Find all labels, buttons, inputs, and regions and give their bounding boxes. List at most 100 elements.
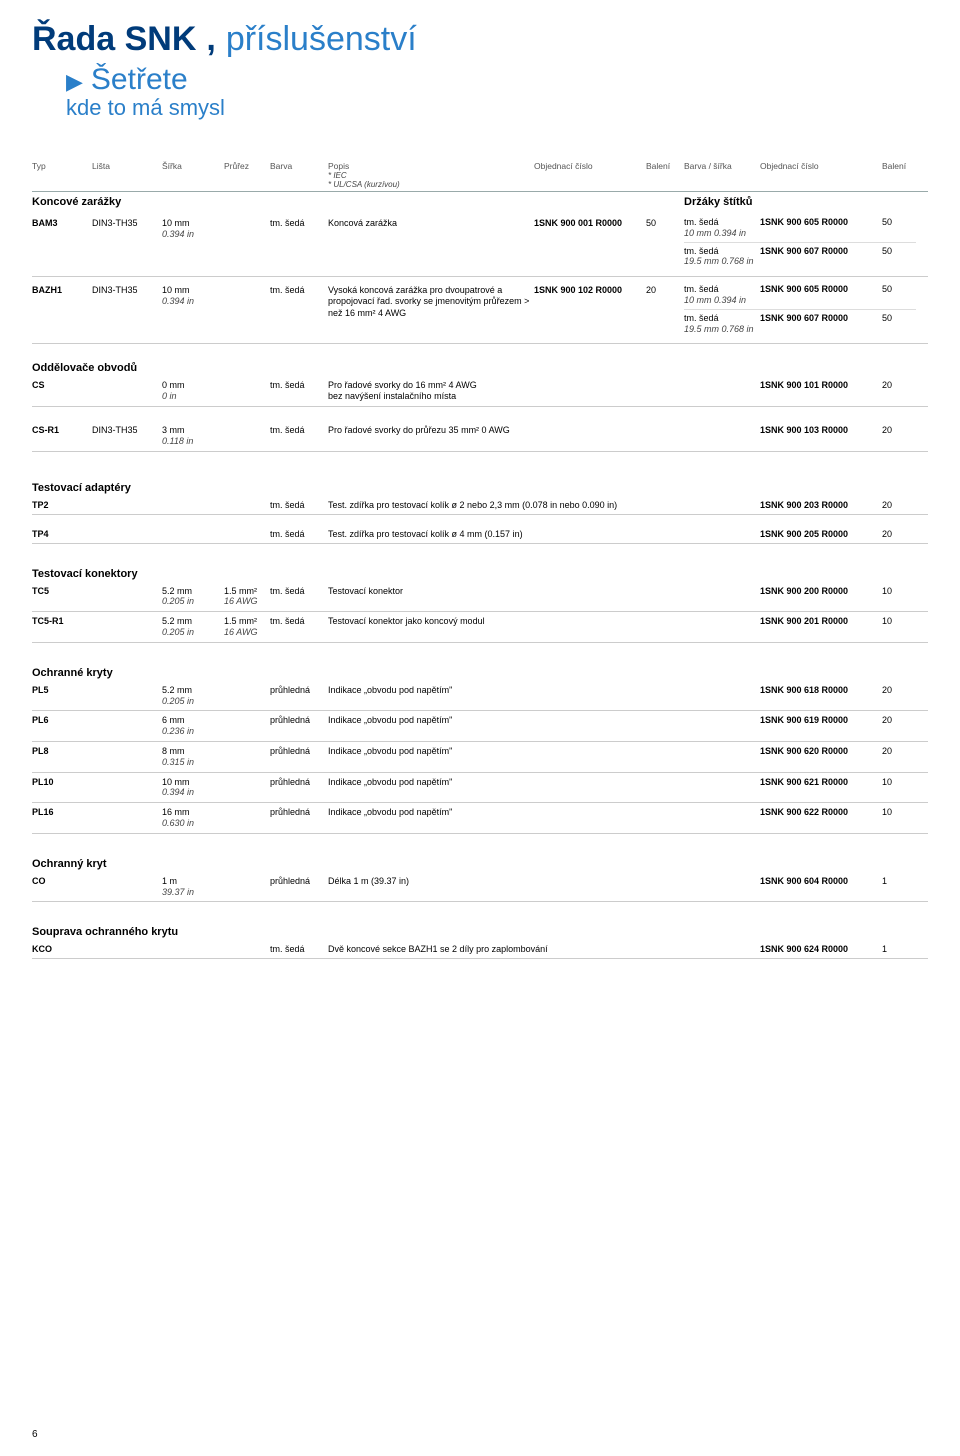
table-row: CS-R1 DIN3-TH35 3 mm 0.118 in tm. šedá P… bbox=[32, 421, 928, 452]
r-bw: tm. šedá 19.5 mm 0.768 in bbox=[684, 246, 756, 268]
cell-desc: Indikace „obvodu pod napětím" bbox=[328, 773, 756, 803]
cell-color: průhledná bbox=[270, 773, 324, 803]
cell-order: 1SNK 900 620 R0000 bbox=[760, 742, 878, 772]
desc-2: bez navýšení instalačního místa bbox=[328, 391, 642, 402]
cell-color: tm. šedá bbox=[270, 940, 324, 958]
cell-color: průhledná bbox=[270, 803, 324, 833]
cell-rail: DIN3-TH35 bbox=[92, 421, 158, 451]
cell-order: 1SNK 900 101 R0000 bbox=[760, 376, 878, 406]
title-strong: Řada SNK bbox=[32, 20, 196, 59]
cell-color: průhledná bbox=[270, 742, 324, 772]
cell-order: 1SNK 900 200 R0000 bbox=[760, 582, 878, 612]
cell-color: průhledná bbox=[270, 872, 324, 902]
triangle-icon: ▶ bbox=[66, 71, 83, 93]
col-typ: Typ bbox=[32, 161, 88, 171]
cell-qty: 20 bbox=[882, 525, 916, 543]
cell-color: tm. šedá bbox=[270, 281, 324, 337]
table-row: TC5-R1 5.2 mm0.205 in 1.5 mm²16 AWG tm. … bbox=[32, 612, 928, 643]
cell-order: 1SNK 900 619 R0000 bbox=[760, 711, 878, 741]
cell-cs bbox=[224, 281, 266, 337]
cell-width: 8 mm0.315 in bbox=[162, 742, 220, 772]
cell-name: TC5-R1 bbox=[32, 612, 88, 642]
cell-color: tm. šedá bbox=[270, 525, 324, 543]
cell-desc: Indikace „obvodu pod napětím" bbox=[328, 742, 756, 772]
r-bw1: tm. šedá bbox=[684, 246, 756, 257]
subtitle-light: kde to má smysl bbox=[66, 95, 225, 121]
r-bw: tm. šedá 10 mm 0.394 in bbox=[684, 217, 756, 239]
title-light: příslušenství bbox=[226, 20, 417, 59]
cell-desc: Testovací konektor bbox=[328, 582, 756, 612]
cell-width: 10 mm 0.394 in bbox=[162, 214, 220, 270]
cell-color: tm. šedá bbox=[270, 214, 324, 270]
cell-cs bbox=[224, 214, 266, 270]
r-bw: tm. šedá 19.5 mm 0.768 in bbox=[684, 313, 756, 335]
cell-name: BAZH1 bbox=[32, 281, 88, 337]
section-separators: Oddělovače obvodů CS 0 mm 0 in tm. šedá … bbox=[32, 362, 928, 451]
cell-name: TP2 bbox=[32, 496, 88, 514]
section-title-holders: Držáky štítků bbox=[684, 196, 916, 208]
cell-width: 5.2 mm0.205 in bbox=[162, 681, 220, 711]
cell-name: CS bbox=[32, 376, 88, 406]
cell-width: 16 mm0.630 in bbox=[162, 803, 220, 833]
cell-order: 1SNK 900 001 R0000 bbox=[534, 214, 642, 270]
width-mm: 1 m bbox=[162, 876, 220, 887]
cell-width: 10 mm 0.394 in bbox=[162, 281, 220, 337]
page-number: 6 bbox=[32, 1429, 38, 1440]
cell-order: 1SNK 900 203 R0000 bbox=[760, 496, 878, 514]
cell-qty: 20 bbox=[646, 281, 680, 337]
col-popis-ul: * UL/CSA (kurzívou) bbox=[328, 180, 530, 189]
table-row: KCO tm. šedá Dvě koncové sekce BAZH1 se … bbox=[32, 940, 928, 959]
cell-qty: 20 bbox=[882, 681, 916, 711]
subtitle-strong: Šetřete bbox=[91, 63, 188, 97]
table-row: PL5 5.2 mm0.205 in průhledná Indikace „o… bbox=[32, 681, 928, 712]
cell-name: CS-R1 bbox=[32, 421, 88, 451]
col-sirka: Šířka bbox=[162, 161, 220, 171]
width-in: 39.37 in bbox=[162, 887, 220, 898]
cell-name: TP4 bbox=[32, 525, 88, 543]
r-order: 1SNK 900 607 R0000 bbox=[760, 313, 878, 335]
r-bw2: 10 mm 0.394 in bbox=[684, 228, 756, 239]
cell-color: průhledná bbox=[270, 681, 324, 711]
section-end-stops: Koncové zarážky Držáky štítků BAM3 DIN3-… bbox=[32, 192, 928, 344]
cell-qty: 10 bbox=[882, 773, 916, 803]
cell-name: PL8 bbox=[32, 742, 88, 772]
col-popis-label: Popis bbox=[328, 161, 530, 171]
cell-order: 1SNK 900 621 R0000 bbox=[760, 773, 878, 803]
cell-name: PL6 bbox=[32, 711, 88, 741]
cell-cs: 1.5 mm²16 AWG bbox=[224, 612, 266, 642]
cell-qty: 1 bbox=[882, 940, 916, 958]
cell-cs: 1.5 mm²16 AWG bbox=[224, 582, 266, 612]
r-bw1: tm. šedá bbox=[684, 284, 756, 295]
cell-width: 5.2 mm0.205 in bbox=[162, 612, 220, 642]
r-qty: 50 bbox=[882, 313, 916, 335]
section-title: Souprava ochranného krytu bbox=[32, 926, 928, 938]
cell-order: 1SNK 900 604 R0000 bbox=[760, 872, 878, 902]
cell-order: 1SNK 900 624 R0000 bbox=[760, 940, 878, 958]
r-bw: tm. šedá 10 mm 0.394 in bbox=[684, 284, 756, 306]
width-in: 0.394 in bbox=[162, 229, 220, 240]
cell-qty: 50 bbox=[646, 214, 680, 270]
cell-rail: DIN3-TH35 bbox=[92, 281, 158, 337]
cell-order: 1SNK 900 201 R0000 bbox=[760, 612, 878, 642]
table-row: BAM3 DIN3-TH35 10 mm 0.394 in tm. šedá K… bbox=[32, 210, 928, 277]
r-bw2: 19.5 mm 0.768 in bbox=[684, 324, 756, 335]
section-title: Ochranné kryty bbox=[32, 667, 928, 679]
r-order: 1SNK 900 607 R0000 bbox=[760, 246, 878, 268]
cell-width: 0 mm 0 in bbox=[162, 376, 220, 406]
width-mm: 10 mm bbox=[162, 218, 220, 229]
page-title: Řada SNK, příslušenství bbox=[32, 20, 928, 59]
cell-order: 1SNK 900 205 R0000 bbox=[760, 525, 878, 543]
section-title-end-stops: Koncové zarážky bbox=[32, 196, 642, 208]
section-covers: Ochranné kryty PL5 5.2 mm0.205 in průhle… bbox=[32, 667, 928, 834]
cell-width: 5.2 mm0.205 in bbox=[162, 582, 220, 612]
cell-color: tm. šedá bbox=[270, 496, 324, 514]
cell-name: CO bbox=[32, 872, 88, 902]
table-row: TC5 5.2 mm0.205 in 1.5 mm²16 AWG tm. šed… bbox=[32, 582, 928, 613]
col-obj1: Objednací číslo bbox=[534, 161, 642, 171]
cell-desc: Koncová zarážka bbox=[328, 214, 530, 270]
cell-color: průhledná bbox=[270, 711, 324, 741]
cell-name: PL5 bbox=[32, 681, 88, 711]
cell-width: 10 mm0.394 in bbox=[162, 773, 220, 803]
r-bw1: tm. šedá bbox=[684, 217, 756, 228]
cell-order: 1SNK 900 102 R0000 bbox=[534, 281, 642, 337]
